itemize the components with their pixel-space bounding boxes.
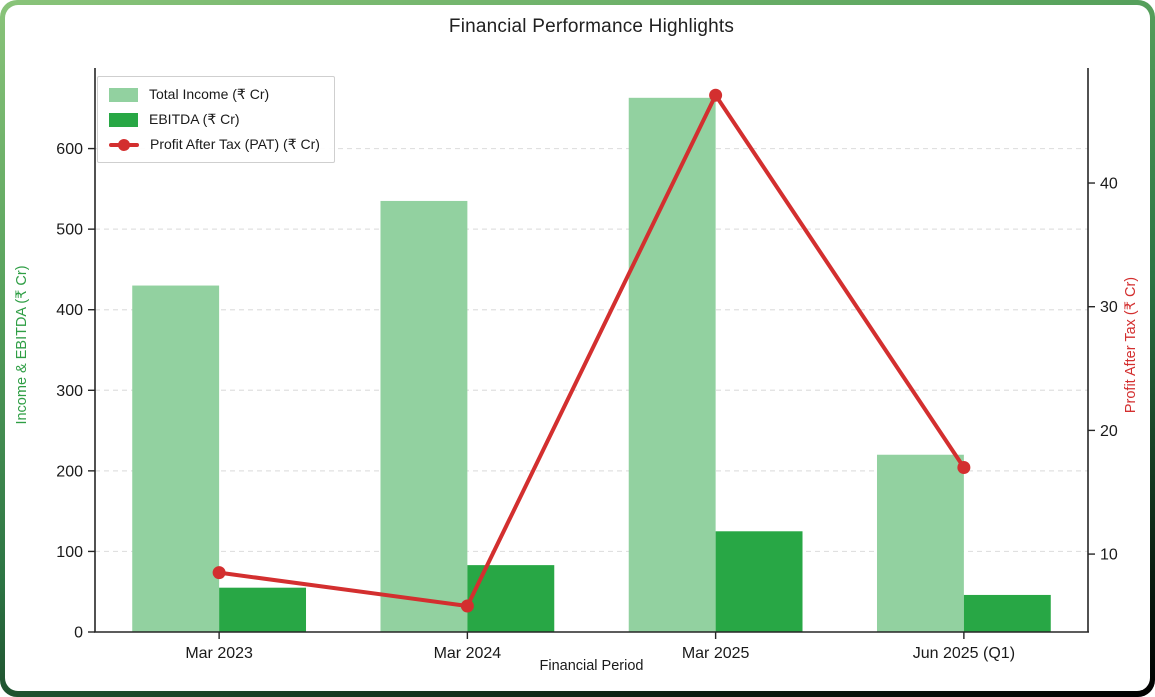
chart-card-inner: Financial Performance Highlights 0 100 200… — [5, 5, 1150, 691]
left-tick-label: 300 — [56, 383, 83, 400]
pat-marker — [709, 88, 723, 102]
legend-item-ebitda: EBITDA (₹ Cr) — [109, 111, 320, 128]
right-tick-label: 10 — [1100, 547, 1118, 564]
pat-swatch-dot — [118, 138, 130, 151]
x-tick-label: Mar 2023 — [185, 645, 253, 662]
legend-label-ebitda: EBITDA (₹ Cr) — [149, 111, 240, 127]
chart-title: Financial Performance Highlights — [448, 16, 735, 37]
right-axis-title: Profit After Tax (₹ Cr) — [1123, 276, 1139, 414]
pat-marker — [957, 461, 971, 474]
left-tick-label: 0 — [74, 625, 83, 642]
pat-marker — [212, 566, 226, 580]
x-tick-label: Jun 2025 (Q1) — [913, 645, 1015, 662]
x-tick-label: Mar 2024 — [434, 645, 502, 662]
pat-marker — [460, 599, 474, 613]
legend-item-total-income: Total Income (₹ Cr) — [109, 86, 320, 103]
legend-item-pat: Profit After Tax (PAT) (₹ Cr) — [109, 136, 320, 153]
right-tick-label: 20 — [1100, 423, 1118, 440]
right-tick-label: 30 — [1100, 299, 1118, 316]
ebitda-bar — [715, 531, 803, 632]
x-tick-label: Mar 2025 — [682, 645, 750, 662]
ebitda-bar — [219, 587, 307, 632]
total-income-bar — [876, 454, 964, 632]
total-income-swatch — [109, 87, 138, 102]
left-tick-label: 100 — [56, 544, 83, 561]
left-tick-label: 400 — [56, 302, 83, 319]
left-tick-label: 200 — [56, 463, 83, 480]
right-tick-label: 40 — [1100, 176, 1118, 193]
total-income-bar — [132, 285, 220, 632]
left-axis-title: Income & EBITDA (₹ Cr) — [14, 265, 30, 425]
pat-line-swatch — [109, 138, 139, 152]
left-tick-label: 500 — [56, 222, 83, 239]
total-income-bar — [628, 97, 716, 633]
legend-label-total-income: Total Income (₹ Cr) — [149, 86, 270, 102]
left-tick-label: 600 — [56, 141, 83, 158]
ebitda-swatch — [109, 112, 138, 127]
legend: Total Income (₹ Cr) EBITDA (₹ Cr) Profit… — [97, 76, 335, 163]
legend-label-pat: Profit After Tax (PAT) (₹ Cr) — [150, 136, 320, 152]
pat-line — [217, 93, 966, 609]
ebitda-bar — [963, 594, 1051, 632]
total-income-bar — [380, 200, 468, 632]
x-axis-title: Financial Period — [539, 658, 644, 674]
